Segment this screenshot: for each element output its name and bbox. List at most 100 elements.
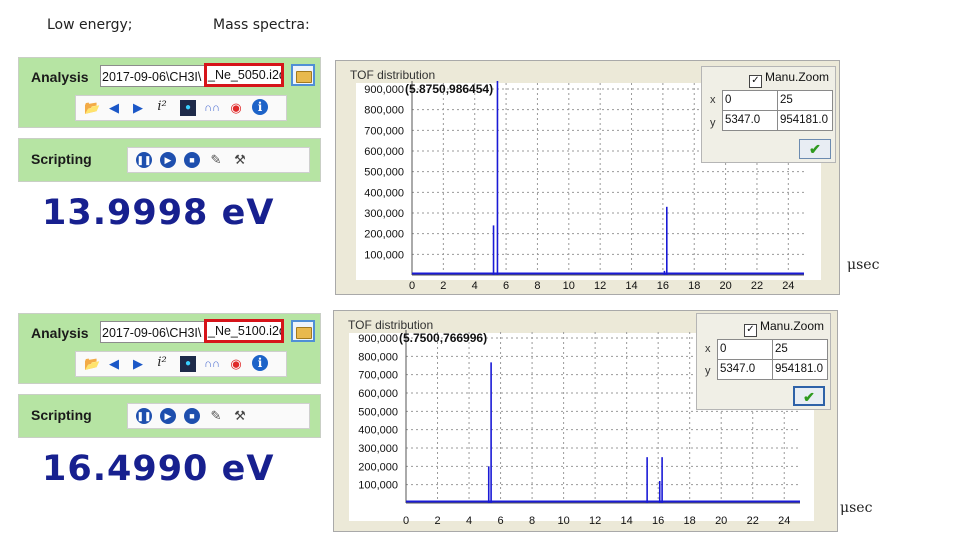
analysis-panel: Analysis 2017-09-06\CH3I\ _Ne_5100.i2d 📂… (18, 313, 321, 384)
x-tick-label: 8 (529, 515, 535, 527)
analysis-label: Analysis (31, 325, 89, 341)
x-tick-label: 20 (715, 515, 727, 527)
time-unit-label: μsec (840, 500, 873, 516)
x-tick-label: 4 (466, 515, 472, 527)
scripting-toolbar: ❚❚ ▶ ■ ✎ ⚒ (127, 403, 310, 429)
pause-icon[interactable]: ❚❚ (136, 152, 152, 168)
x-tick-label: 16 (657, 280, 669, 292)
tof-chart: 900,000 800,000 700,000 600,000 500,000 400,0… (364, 81, 804, 292)
x-tick-label: 4 (472, 280, 478, 292)
y-tick-label: 100,000 (364, 249, 404, 261)
tof-title: TOF distribution (350, 68, 436, 82)
x-max-field[interactable]: 25 (772, 339, 828, 360)
y-tick-label: 800,000 (358, 351, 398, 363)
open-folder-icon[interactable]: 📂 (84, 356, 101, 371)
y-tick-label: 800,000 (364, 105, 404, 117)
path-field[interactable]: 2017-09-06\CH3I\ (100, 65, 222, 87)
x-tick-label: 2 (440, 280, 446, 292)
y-tick-label: 500,000 (358, 406, 398, 418)
x-tick-label: 10 (557, 515, 569, 527)
y-min-field[interactable]: 5347.0 (722, 110, 778, 131)
x-tick-label: 2 (434, 515, 440, 527)
info-icon[interactable]: i (252, 355, 268, 371)
y-tick-label: 200,000 (364, 229, 404, 241)
checkbox-icon: ✓ (744, 324, 757, 337)
scripting-label: Scripting (31, 151, 92, 167)
record-icon[interactable]: ◉ (230, 356, 242, 371)
checkmark-icon: ✔ (809, 141, 821, 157)
y-tick-label: 300,000 (358, 443, 398, 455)
analysis-panel: Analysis 2017-09-06\CH3I\ _Ne_5050.i2d 📂… (18, 57, 321, 128)
x-min-field[interactable]: 0 (722, 90, 778, 111)
edit-script-icon[interactable]: ✎ (210, 152, 222, 167)
pause-icon[interactable]: ❚❚ (136, 408, 152, 424)
y-tick-label: 700,000 (364, 125, 404, 137)
browse-folder-button[interactable] (291, 64, 315, 86)
play-icon[interactable]: ▶ (133, 356, 143, 371)
tof-chart: 900,000 800,000 700,000 600,000 500,000 400,0… (358, 330, 800, 527)
apply-zoom-button[interactable]: ✔ (799, 139, 831, 159)
stop-circle-icon[interactable]: ▶ (160, 408, 176, 424)
browse-folder-button[interactable] (291, 320, 315, 342)
time-unit-label: μsec (847, 257, 880, 273)
camera-icon[interactable]: ● (180, 100, 196, 116)
camera-icon[interactable]: ● (180, 356, 196, 372)
scripting-panel: Scripting ❚❚ ▶ ■ ✎ ⚒ (18, 138, 321, 182)
folder-icon (296, 71, 312, 83)
i2-icon[interactable]: i² (157, 99, 167, 114)
y-min-field[interactable]: 5347.0 (717, 359, 773, 380)
y-tick-label: 600,000 (364, 146, 404, 158)
apply-zoom-button[interactable]: ✔ (793, 386, 825, 406)
x-tick-label: 12 (589, 515, 601, 527)
x-tick-label: 24 (782, 280, 794, 292)
file-field[interactable]: _Ne_5050.i2d (204, 63, 284, 87)
step-back-icon[interactable]: ◀ (109, 356, 119, 371)
y-tick-label: 300,000 (364, 208, 404, 220)
file-field[interactable]: _Ne_5100.i2d (204, 319, 284, 343)
y-label: y (705, 365, 711, 377)
x-tick-label: 18 (688, 280, 700, 292)
analysis-label: Analysis (31, 69, 89, 85)
info-icon[interactable]: i (252, 99, 268, 115)
x-tick-label: 20 (719, 280, 731, 292)
step-back-icon[interactable]: ◀ (109, 100, 119, 115)
y-max-field[interactable]: 954181.0 (777, 110, 833, 131)
path-field[interactable]: 2017-09-06\CH3I\ (100, 321, 222, 343)
x-max-field[interactable]: 25 (777, 90, 833, 111)
play-icon[interactable]: ▶ (133, 100, 143, 115)
tools-icon[interactable]: ⚒ (234, 152, 246, 167)
record-icon[interactable]: ◉ (230, 100, 242, 115)
y-tick-label: 500,000 (364, 167, 404, 179)
x-min-field[interactable]: 0 (717, 339, 773, 360)
manu-zoom-label: Manu.Zoom (765, 70, 830, 84)
stop-circle-icon[interactable]: ▶ (160, 152, 176, 168)
spectrum-icon[interactable]: ∩∩ (204, 358, 220, 370)
y-max-field[interactable]: 954181.0 (772, 359, 828, 380)
manu-zoom-checkbox[interactable]: ✓ Manu.Zoom (749, 70, 829, 88)
x-tick-label: 6 (503, 280, 509, 292)
stop-icon[interactable]: ■ (184, 152, 200, 168)
tools-icon[interactable]: ⚒ (234, 408, 246, 423)
spectrum-icon[interactable]: ∩∩ (204, 102, 220, 114)
manu-zoom-box: ✓ Manu.Zoom x y 0 25 5347.0 954181.0 ✔ (696, 313, 831, 410)
mass-spectra-label: Mass spectra: (213, 17, 310, 33)
x-label: x (705, 343, 711, 355)
x-tick-label: 22 (747, 515, 759, 527)
y-tick-label: 900,000 (364, 84, 404, 96)
energy-readout: 13.9998 eV (42, 193, 275, 233)
checkbox-icon: ✓ (749, 75, 762, 88)
x-tick-label: 10 (563, 280, 575, 292)
x-label: x (710, 94, 716, 106)
x-tick-label: 6 (497, 515, 503, 527)
x-tick-label: 14 (621, 515, 633, 527)
stop-icon[interactable]: ■ (184, 408, 200, 424)
i2-icon[interactable]: i² (157, 355, 167, 370)
manu-zoom-box: ✓ Manu.Zoom x y 0 25 5347.0 954181.0 ✔ (701, 66, 836, 163)
x-tick-label: 8 (534, 280, 540, 292)
analysis-toolbar: 📂 ◀ ▶ i² ● ∩∩ ◉ i (75, 95, 287, 121)
tof-window: TOF distribution 900,000 800,000 700,000 60… (333, 310, 838, 532)
y-tick-label: 200,000 (358, 461, 398, 473)
manu-zoom-checkbox[interactable]: ✓ Manu.Zoom (744, 319, 824, 337)
edit-script-icon[interactable]: ✎ (210, 408, 222, 423)
open-folder-icon[interactable]: 📂 (84, 100, 101, 115)
